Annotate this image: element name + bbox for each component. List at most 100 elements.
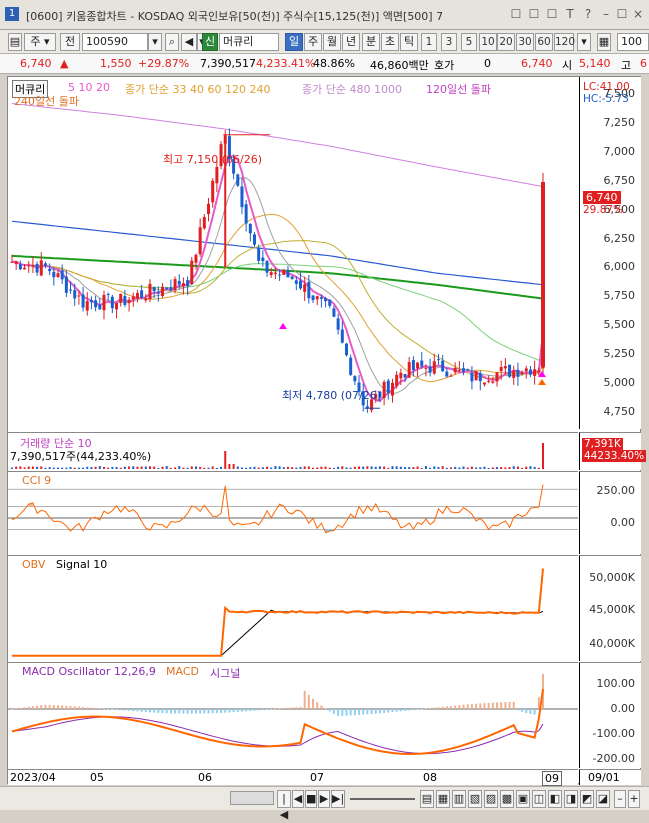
all-button[interactable]: 전: [60, 33, 80, 51]
volume-bar: [500, 467, 503, 469]
candle-body: [407, 362, 411, 378]
macd-oscillator-bar: [395, 709, 398, 712]
period-second-button[interactable]: 초: [381, 33, 399, 51]
volume-bar: [61, 467, 64, 469]
tool-icon-11[interactable]: ◩: [580, 790, 594, 808]
bottom-navigation: |◀ ◀ ■ ▶ ▶| ▤ ▦ ▥ ▧ ▨ ▩ ▣ ◫ ◧ ◨ ◩ ◪ – +: [0, 786, 649, 821]
zoom-out-icon[interactable]: –: [614, 790, 626, 808]
cci-chart-svg: [8, 484, 578, 534]
candle-body: [177, 280, 181, 285]
macd-pane[interactable]: MACD Oscillator 12,26,9 MACD 시그널: [8, 662, 578, 768]
zoom-in-icon[interactable]: +: [628, 790, 640, 808]
candle-body: [198, 227, 202, 255]
volume-box-pct: 44233.40%: [582, 450, 647, 462]
prev-icon[interactable]: ◀: [292, 790, 304, 808]
code-dropdown-icon[interactable]: ▾: [148, 33, 162, 51]
zoom-slider[interactable]: [350, 798, 415, 800]
minimize-icon[interactable]: –: [603, 7, 609, 21]
volume-bar: [186, 467, 189, 469]
candle-body: [282, 269, 286, 275]
macd-oscillator-bar: [337, 709, 340, 716]
price-chart-svg: [10, 103, 546, 413]
macd-oscillator-bar: [424, 708, 427, 710]
price-pane[interactable]: 머큐리 5 10 20 종가 단순 33 40 60 120 240 종가 단순…: [8, 77, 578, 429]
interval-30-button[interactable]: 30: [516, 33, 534, 51]
obv-pane[interactable]: OBV Signal 10: [8, 555, 578, 661]
volume-bar: [65, 467, 68, 469]
scroll-thumb[interactable]: [230, 791, 274, 805]
low-annotation: 최저 4,780 (07/26): [282, 389, 382, 402]
tool-icon-8[interactable]: ◫: [532, 790, 546, 808]
maximize-icon[interactable]: ☐: [616, 7, 628, 21]
stop-icon[interactable]: ■: [305, 790, 317, 808]
settings-icon[interactable]: ▦: [597, 33, 611, 51]
period-week-button[interactable]: 주: [304, 33, 322, 51]
macd-oscillator-bar: [278, 708, 281, 710]
first-page-icon[interactable]: |◀: [277, 790, 291, 821]
tool-icon-5[interactable]: ▨: [484, 790, 498, 808]
window-list-icon[interactable]: ☐: [528, 7, 540, 21]
cci-pane[interactable]: CCI 9: [8, 471, 578, 554]
price-tick: 5,500: [603, 318, 636, 332]
period-minute-button[interactable]: 분: [362, 33, 380, 51]
interval-1-button[interactable]: 1: [421, 33, 437, 51]
price-tick: 6,000: [603, 260, 636, 274]
obv-tick-50000: 50,000K: [589, 571, 635, 584]
chart-area[interactable]: 머큐리 5 10 20 종가 단순 33 40 60 120 240 종가 단순…: [7, 76, 647, 786]
search-icon[interactable]: ⌕: [165, 33, 179, 51]
last-page-icon[interactable]: ▶|: [331, 790, 345, 808]
count-input[interactable]: 100: [617, 33, 649, 51]
volume-bar: [358, 466, 361, 469]
restore-icon[interactable]: ☐: [510, 7, 522, 21]
copy-icon[interactable]: ☐: [546, 7, 558, 21]
interval-20-button[interactable]: 20: [497, 33, 515, 51]
buy-signal-arrow: [538, 371, 546, 377]
tool-icon-3[interactable]: ▥: [452, 790, 466, 808]
interval-dropdown-icon[interactable]: ▾: [577, 33, 591, 51]
volume-bar: [508, 467, 511, 469]
volume-bar: [27, 466, 30, 469]
obv-signal-line: [12, 609, 544, 657]
volume-bar: [257, 467, 260, 469]
volume-bar: [370, 466, 373, 469]
period-month-button[interactable]: 월: [323, 33, 341, 51]
tool-icon-9[interactable]: ◧: [548, 790, 562, 808]
period-day-button[interactable]: 일: [285, 33, 303, 51]
tool-icon-4[interactable]: ▧: [468, 790, 482, 808]
tool-icon-6[interactable]: ▩: [500, 790, 514, 808]
candle-body: [533, 369, 537, 376]
menu-icon[interactable]: ▤: [8, 33, 22, 51]
new-badge[interactable]: 신: [202, 33, 218, 51]
interval-3-button[interactable]: 3: [441, 33, 457, 51]
volume-bar: [228, 464, 231, 469]
tool-icon-1[interactable]: ▤: [420, 790, 434, 808]
volume-pane[interactable]: 거래량 단순 10 7,390,517주(44,233.40%): [8, 432, 578, 470]
tool-icon-7[interactable]: ▣: [516, 790, 530, 808]
interval-5-button[interactable]: 5: [461, 33, 477, 51]
volume-bar: [23, 467, 26, 469]
tool-icon-10[interactable]: ◨: [564, 790, 578, 808]
macd-oscillator-bar: [186, 709, 189, 714]
tool-icon-2[interactable]: ▦: [436, 790, 450, 808]
help-icon[interactable]: ?: [584, 7, 592, 21]
period-year-button[interactable]: 년: [342, 33, 360, 51]
tool-icon-12[interactable]: ◪: [596, 790, 610, 808]
volume-bar: [44, 467, 47, 469]
interval-10-button[interactable]: 10: [479, 33, 497, 51]
interval-60-button[interactable]: 60: [535, 33, 553, 51]
stock-name-field[interactable]: 머큐리: [219, 33, 279, 51]
macd-oscillator-bar: [274, 708, 277, 710]
period-tick-button[interactable]: 틱: [400, 33, 418, 51]
candle-body: [27, 265, 31, 267]
close-icon[interactable]: ×: [632, 7, 644, 21]
macd-axis: 100.00 0.00 -100.00 -200.00: [579, 662, 641, 768]
legend-240-break: 240일선 돌파: [14, 95, 79, 108]
next-icon[interactable]: ▶: [318, 790, 330, 808]
macd-oscillator-bar: [232, 709, 235, 713]
text-tool-icon[interactable]: T: [566, 7, 574, 21]
period-select[interactable]: 주 ▾: [24, 33, 56, 51]
speaker-icon[interactable]: ◀: [181, 33, 197, 51]
stock-code-input[interactable]: 100590: [82, 33, 148, 51]
candle-body: [219, 144, 223, 167]
interval-120-button[interactable]: 120: [554, 33, 575, 51]
